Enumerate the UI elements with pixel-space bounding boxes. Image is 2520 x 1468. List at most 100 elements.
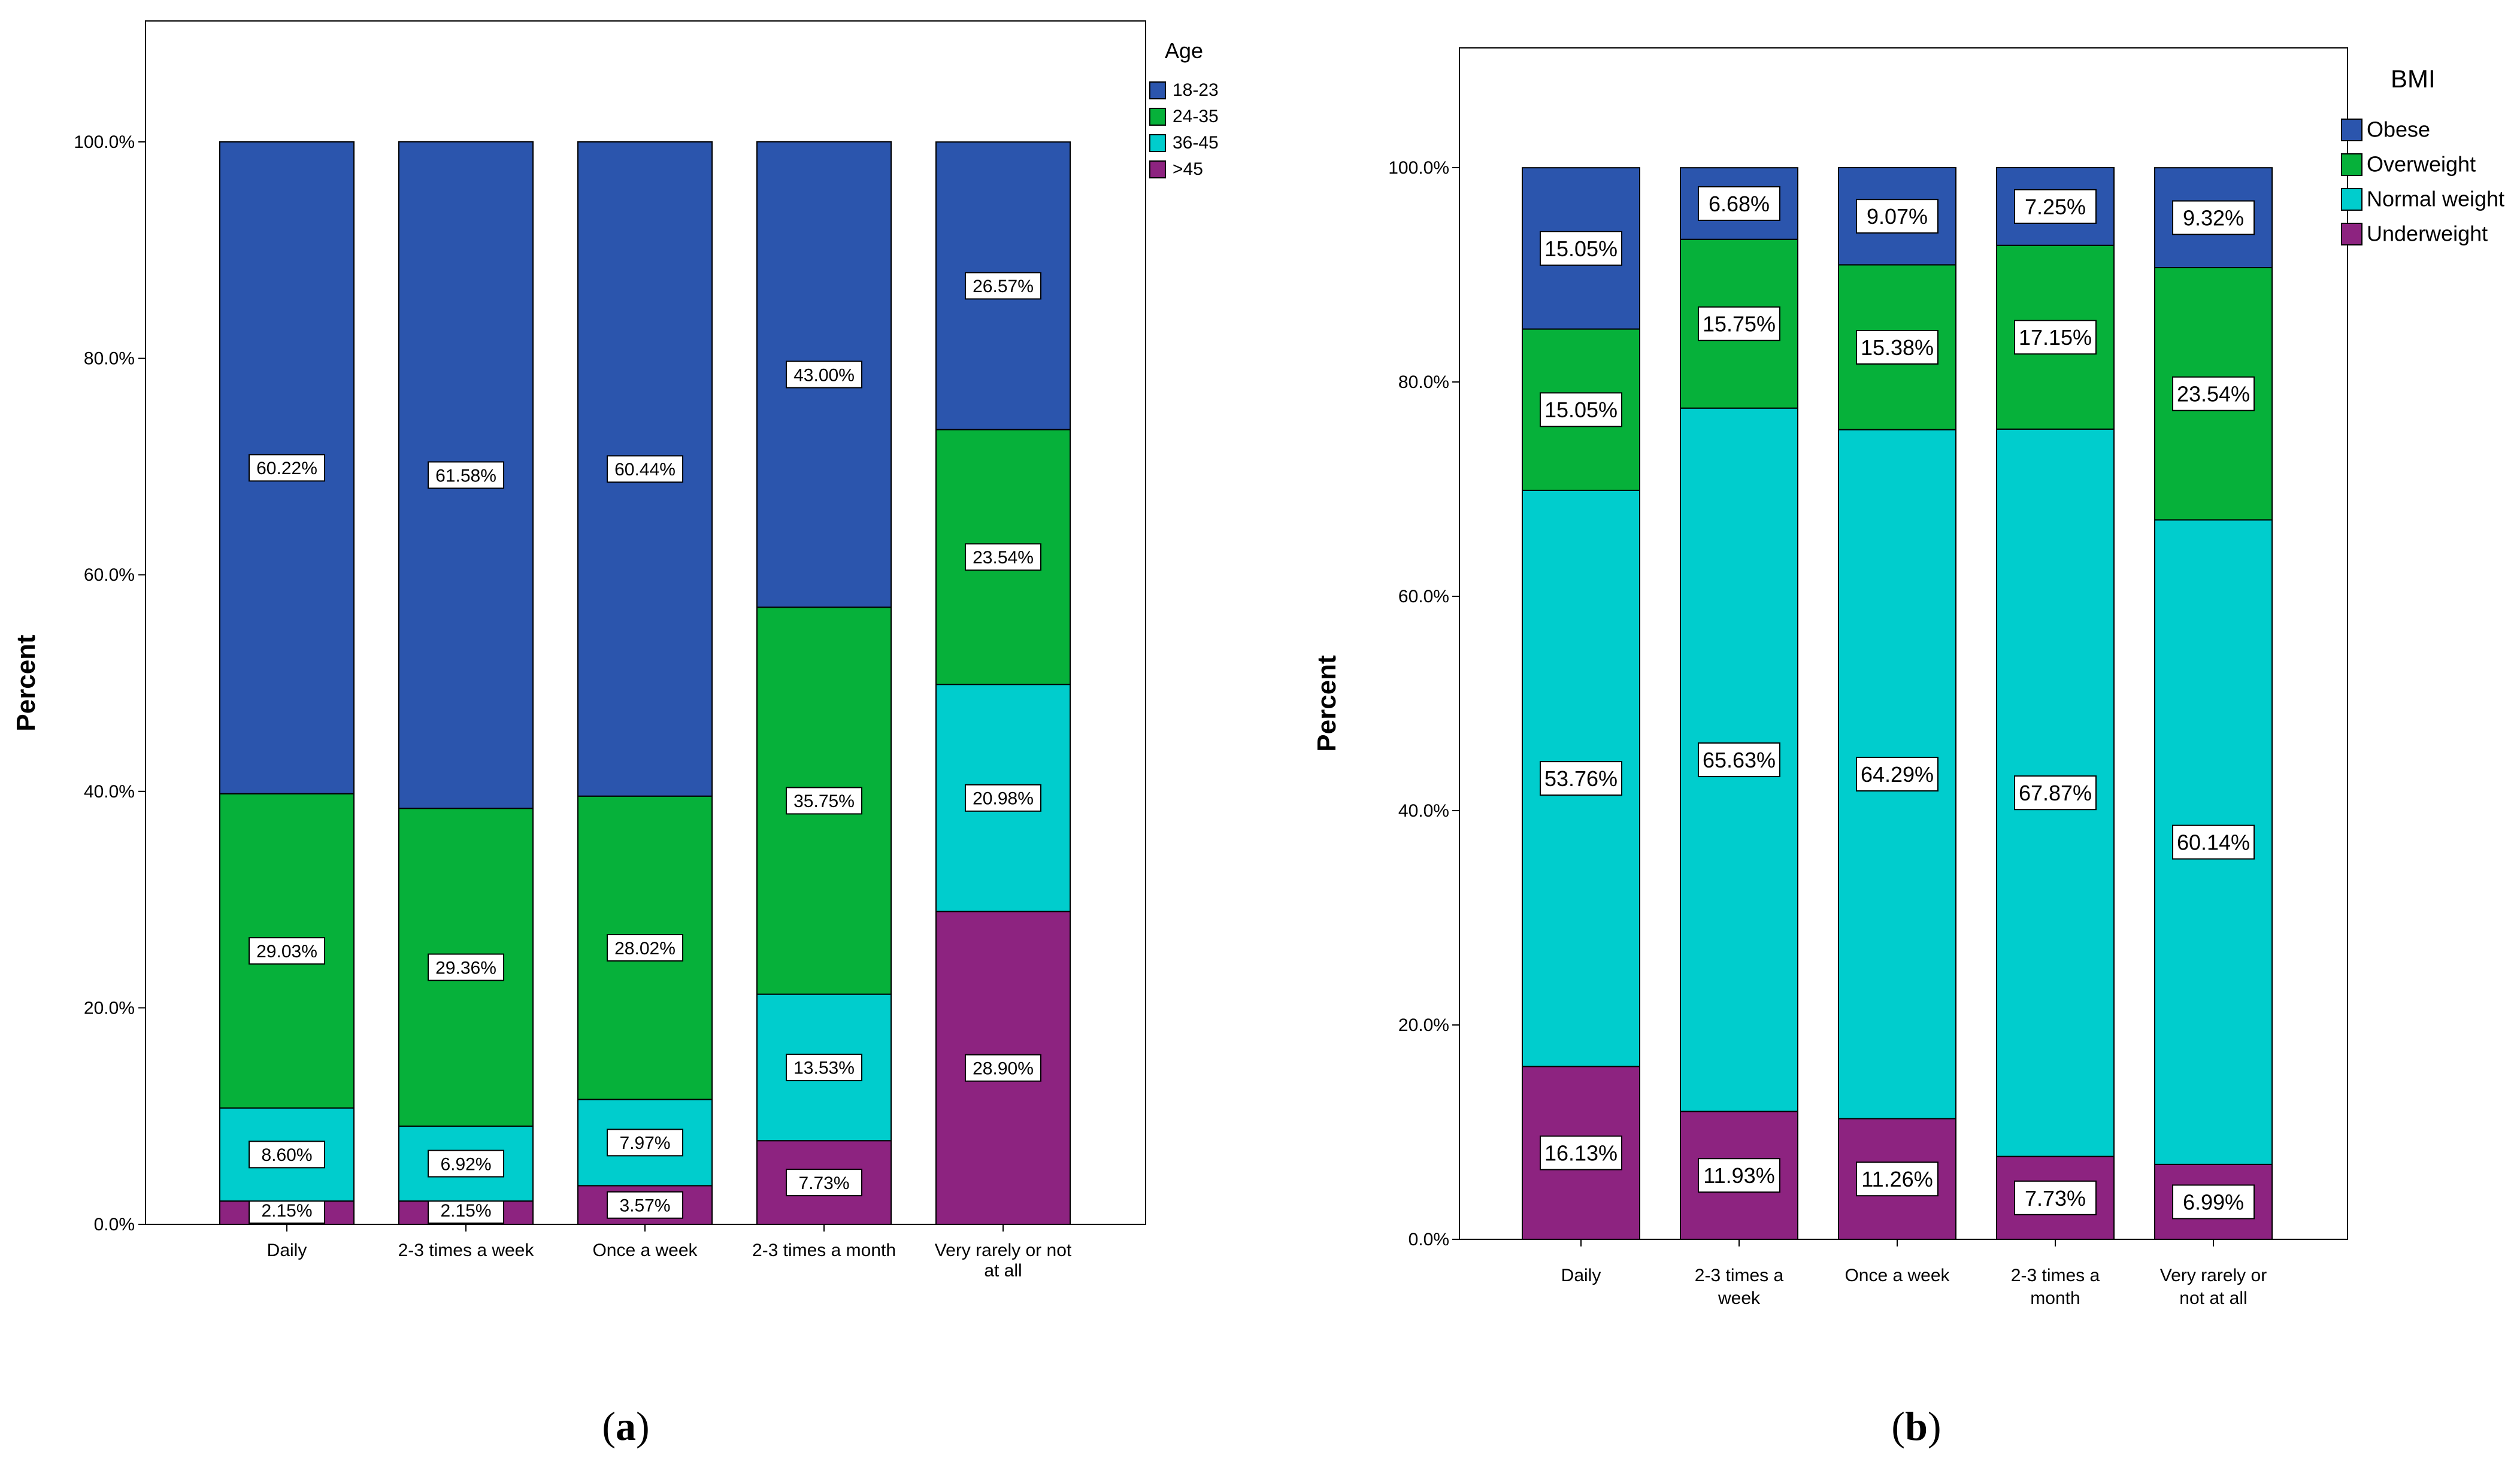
data-label-box	[2172, 1184, 2255, 1220]
x-tick-label: Daily	[267, 1240, 307, 1260]
data-label: 15.05%	[1544, 398, 1618, 422]
data-label: 28.02%	[614, 939, 676, 959]
data-label: 67.87%	[2019, 781, 2092, 805]
chart-panel-a: 0.0% 20.0% 40.0% 60.0% 80.0% 100.0% Percent 2.1…	[11, 20, 1219, 1281]
data-label: 61.58%	[435, 466, 496, 486]
y-tick-label: 60.0%	[84, 565, 135, 585]
x-tick-label: not at all	[2179, 1288, 2247, 1308]
y-tick-label: 40.0%	[84, 782, 135, 802]
data-label: 8.60%	[261, 1145, 312, 1165]
data-label: 6.68%	[1709, 192, 1770, 216]
x-tick-label: 2-3 times a week	[398, 1240, 535, 1260]
data-label: 64.29%	[1861, 762, 1934, 787]
data-label-box	[1540, 761, 1622, 796]
y-axis-title: Percent	[1312, 655, 1341, 752]
data-label: 15.75%	[1703, 312, 1776, 336]
x-tick-label: month	[2030, 1288, 2080, 1308]
data-label-box	[1698, 1158, 1780, 1193]
y-tick-label: 80.0%	[1398, 372, 1449, 392]
data-label-box	[1856, 330, 1939, 365]
x-tick-label: Once a week	[1844, 1266, 1950, 1285]
data-label: 29.03%	[256, 942, 317, 962]
data-label: 35.75%	[793, 791, 855, 811]
legend-label: 36-45	[1173, 133, 1219, 153]
legend-swatch	[2341, 223, 2362, 245]
data-label-box	[1698, 742, 1780, 778]
data-label-box	[2172, 824, 2255, 860]
x-tick-label: at all	[984, 1261, 1022, 1281]
data-label-box	[1698, 186, 1780, 221]
data-label-box	[2172, 376, 2255, 411]
legend-swatch	[1149, 134, 1166, 152]
y-tick-label: 0.0%	[94, 1215, 135, 1235]
data-label-box	[249, 454, 325, 482]
x-tick-label: Very rarely or	[2160, 1266, 2267, 1285]
data-label-box	[786, 1169, 862, 1197]
x-tick-label: Once a week	[592, 1240, 698, 1260]
legend-swatch	[2341, 153, 2362, 176]
data-label-box	[607, 1191, 683, 1219]
data-label-box	[1856, 757, 1939, 792]
legend-label: Underweight	[2367, 222, 2488, 246]
legend-title: Age	[1165, 38, 1203, 63]
data-label-box	[607, 1129, 683, 1157]
data-label: 17.15%	[2019, 325, 2092, 350]
data-label-box	[1856, 199, 1939, 234]
legend-label: 18-23	[1173, 80, 1219, 100]
y-tick-label: 20.0%	[1398, 1015, 1449, 1035]
data-label-box	[2014, 775, 2097, 811]
data-label: 20.98%	[973, 789, 1034, 809]
data-label-box	[249, 1141, 325, 1169]
data-label-box	[428, 953, 504, 981]
data-label: 29.36%	[435, 958, 496, 978]
x-tick-label: Very rarely or not	[935, 1240, 1072, 1260]
data-label-box	[2014, 1180, 2097, 1215]
data-label: 15.05%	[1544, 236, 1618, 261]
data-label-box	[607, 455, 683, 483]
data-label-box	[786, 1053, 862, 1081]
panel-label-a: (a)	[602, 1403, 649, 1449]
data-label-box	[2172, 200, 2255, 235]
data-label: 9.07%	[1867, 204, 1928, 229]
y-tick-label: 60.0%	[1398, 587, 1449, 606]
data-label: 7.97%	[619, 1133, 670, 1153]
data-label-box	[428, 461, 504, 489]
data-label-box	[965, 272, 1041, 300]
data-label: 11.26%	[1861, 1167, 1933, 1191]
legend-label: Normal weight	[2367, 187, 2504, 211]
data-label: 11.93%	[1703, 1163, 1774, 1188]
data-label-box	[965, 543, 1041, 571]
y-tick-label: 40.0%	[1398, 801, 1449, 821]
data-label: 26.57%	[973, 277, 1034, 296]
legend-label: 24-35	[1173, 107, 1219, 126]
data-label: 60.14%	[2177, 830, 2250, 855]
y-axis-title: Percent	[11, 635, 41, 732]
data-label: 6.92%	[440, 1154, 491, 1174]
data-label: 7.73%	[798, 1173, 849, 1193]
legend-label: >45	[1173, 159, 1203, 179]
y-tick-label: 100.0%	[1388, 158, 1449, 178]
x-tick-label: 2-3 times a	[2011, 1266, 2100, 1285]
data-label: 15.38%	[1861, 335, 1934, 360]
data-label: 16.13%	[1544, 1141, 1618, 1166]
data-label: 23.54%	[2177, 382, 2250, 407]
x-tick-label: week	[1718, 1288, 1761, 1308]
data-label-box	[1540, 230, 1622, 266]
data-label-box	[428, 1149, 504, 1178]
data-label: 9.32%	[2183, 206, 2244, 230]
x-tick-label: 2-3 times a month	[752, 1240, 896, 1260]
legend-label: Obese	[2367, 117, 2430, 142]
legend-swatch	[2341, 119, 2362, 141]
data-label: 43.00%	[793, 365, 855, 385]
data-label: 60.44%	[614, 460, 676, 480]
data-label: 3.57%	[619, 1196, 670, 1216]
y-tick-label: 80.0%	[84, 349, 135, 369]
y-tick-label: 0.0%	[1409, 1230, 1449, 1249]
data-label-box	[249, 937, 325, 965]
x-tick-label: 2-3 times a	[1695, 1266, 1784, 1285]
data-label: 28.90%	[973, 1059, 1034, 1079]
y-tick-label: 100.0%	[74, 132, 135, 152]
data-label-box	[2014, 320, 2097, 355]
chart-panel-b: 0.0% 20.0% 40.0% 60.0% 80.0% 100.0% Percent 16.…	[1312, 47, 2504, 1308]
